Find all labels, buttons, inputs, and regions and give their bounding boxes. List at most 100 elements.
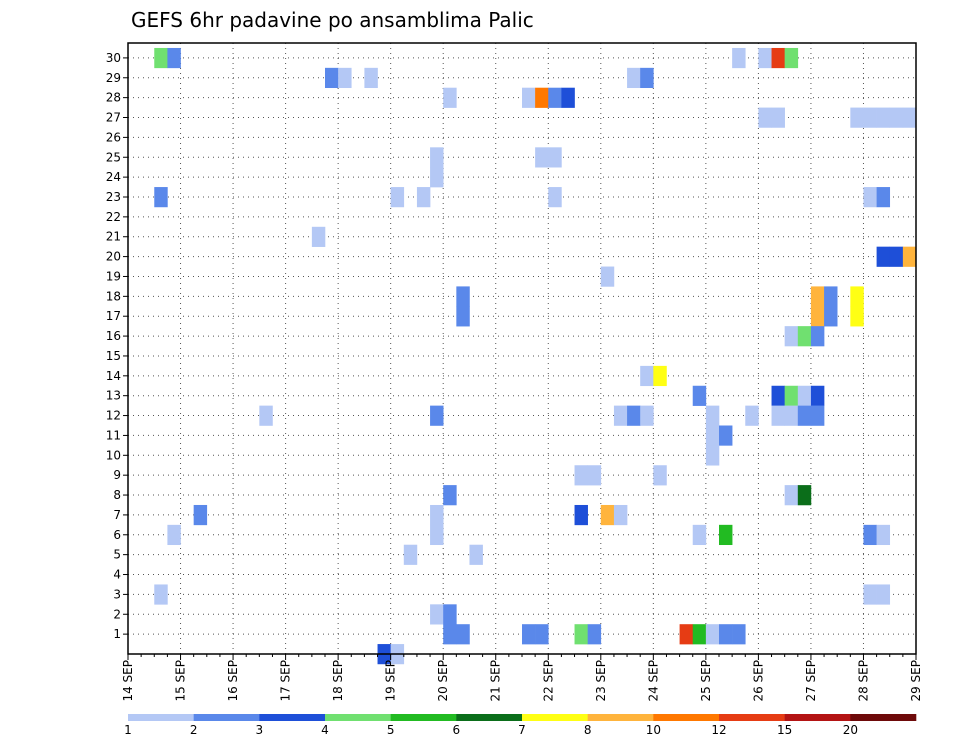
heatmap-cell bbox=[771, 107, 785, 128]
heatmap-cell bbox=[692, 624, 707, 645]
heatmap-cell bbox=[443, 485, 457, 506]
x-tick-label: 22 SEP bbox=[541, 660, 555, 702]
y-tick-label: 4 bbox=[113, 568, 121, 582]
heatmap-cell bbox=[889, 246, 904, 267]
heatmap-cell bbox=[863, 107, 877, 128]
y-tick-label: 22 bbox=[106, 210, 121, 224]
heatmap-cell bbox=[193, 504, 208, 526]
heatmap-cell bbox=[535, 624, 549, 645]
heatmap-cell bbox=[705, 405, 720, 426]
heatmap-cell bbox=[902, 107, 917, 128]
legend-swatch bbox=[850, 714, 917, 721]
x-tick-label: 15 SEP bbox=[174, 660, 188, 702]
heatmap-cell bbox=[863, 524, 877, 546]
heatmap-cell bbox=[902, 246, 917, 267]
x-axis-ticks: 14 SEP 15 SEP 16 SEP 17 SEP 18 SEP 19 SEP 20 S… bbox=[121, 654, 923, 702]
heatmap-cells bbox=[154, 47, 917, 665]
legend-swatch bbox=[653, 714, 720, 721]
heatmap-cell bbox=[600, 266, 615, 287]
x-tick-label: 26 SEP bbox=[751, 660, 765, 702]
x-tick-label: 27 SEP bbox=[804, 660, 818, 702]
heatmap-cell bbox=[430, 504, 444, 526]
heatmap-cell bbox=[784, 485, 799, 506]
heatmap-cell bbox=[705, 445, 720, 466]
x-tick-label: 25 SEP bbox=[699, 660, 713, 702]
heatmap-cell bbox=[443, 604, 457, 625]
heatmap-cell bbox=[797, 385, 812, 406]
heatmap-cell bbox=[719, 425, 733, 446]
heatmap-cell bbox=[784, 405, 799, 426]
heatmap-cell bbox=[810, 286, 825, 307]
heatmap-cell bbox=[561, 87, 575, 108]
heatmap-cell bbox=[876, 584, 891, 605]
heatmap-cell bbox=[613, 405, 628, 426]
heatmap-cell bbox=[863, 584, 877, 605]
heatmap-cell bbox=[522, 624, 536, 645]
x-tick-label: 14 SEP bbox=[121, 660, 135, 702]
x-tick-label: 28 SEP bbox=[856, 660, 870, 702]
heatmap-cell bbox=[587, 465, 602, 486]
x-tick-label: 19 SEP bbox=[384, 660, 398, 702]
heatmap-cell bbox=[430, 604, 444, 625]
heatmap-cell bbox=[443, 624, 457, 645]
heatmap-cell bbox=[587, 624, 602, 645]
y-tick-label: 17 bbox=[106, 309, 121, 323]
heatmap-cell bbox=[692, 385, 707, 406]
y-tick-label: 19 bbox=[106, 269, 121, 283]
chart-title: GEFS 6hr padavine po ansamblima Palic bbox=[131, 8, 534, 32]
heatmap-cell bbox=[653, 465, 667, 486]
heatmap-cell bbox=[416, 187, 431, 208]
y-tick-label: 11 bbox=[106, 428, 121, 442]
y-tick-label: 15 bbox=[106, 349, 121, 363]
heatmap-cell bbox=[548, 147, 562, 168]
heatmap-cell bbox=[719, 524, 733, 546]
heatmap-cell bbox=[810, 326, 825, 347]
y-tick-label: 6 bbox=[113, 528, 121, 542]
heatmap-cell bbox=[640, 365, 654, 387]
x-tick-label: 16 SEP bbox=[226, 660, 240, 702]
y-tick-label: 30 bbox=[106, 51, 121, 65]
y-tick-label: 2 bbox=[113, 607, 121, 621]
legend-swatch bbox=[193, 714, 260, 721]
y-tick-label: 7 bbox=[113, 508, 121, 522]
heatmap-cell bbox=[824, 306, 838, 327]
heatmap-cell bbox=[338, 67, 352, 89]
heatmap-cell bbox=[771, 385, 785, 406]
heatmap-cell bbox=[469, 544, 483, 565]
legend-swatch bbox=[456, 714, 523, 721]
legend-label: 8 bbox=[584, 723, 592, 737]
y-tick-label: 18 bbox=[106, 289, 121, 303]
heatmap-cell bbox=[876, 246, 891, 267]
heatmap-cell bbox=[311, 226, 326, 247]
heatmap-cell bbox=[784, 385, 799, 406]
heatmap-cell bbox=[784, 326, 799, 347]
heatmap-cell bbox=[876, 187, 891, 208]
heatmap-cell bbox=[167, 524, 181, 546]
x-tick-label: 20 SEP bbox=[436, 660, 450, 702]
grid-lines bbox=[128, 43, 916, 654]
heatmap-cell bbox=[535, 147, 549, 168]
x-tick-label: 17 SEP bbox=[279, 660, 293, 702]
heatmap-cell bbox=[889, 107, 904, 128]
y-tick-label: 1 bbox=[113, 627, 121, 641]
color-legend: 1 2 3 4 5 6 7 8 10 12 15 20 bbox=[124, 714, 917, 737]
legend-label: 4 bbox=[321, 723, 329, 737]
y-tick-label: 13 bbox=[106, 389, 121, 403]
heatmap-cell bbox=[810, 306, 825, 327]
heatmap-cell bbox=[154, 187, 168, 208]
heatmap-cell bbox=[456, 624, 470, 645]
heatmap-cell bbox=[390, 187, 405, 208]
heatmap-cell bbox=[522, 87, 536, 108]
heatmap-cell bbox=[876, 107, 891, 128]
y-tick-label: 21 bbox=[106, 230, 121, 244]
y-tick-label: 9 bbox=[113, 468, 121, 482]
legend-swatch bbox=[587, 714, 654, 721]
y-tick-label: 14 bbox=[106, 369, 121, 383]
y-tick-label: 5 bbox=[113, 548, 121, 562]
heatmap-cell bbox=[167, 47, 181, 69]
heatmap-cell bbox=[535, 87, 549, 108]
y-tick-label: 12 bbox=[106, 409, 121, 423]
x-tick-label: 29 SEP bbox=[909, 660, 923, 702]
y-tick-label: 25 bbox=[106, 150, 121, 164]
